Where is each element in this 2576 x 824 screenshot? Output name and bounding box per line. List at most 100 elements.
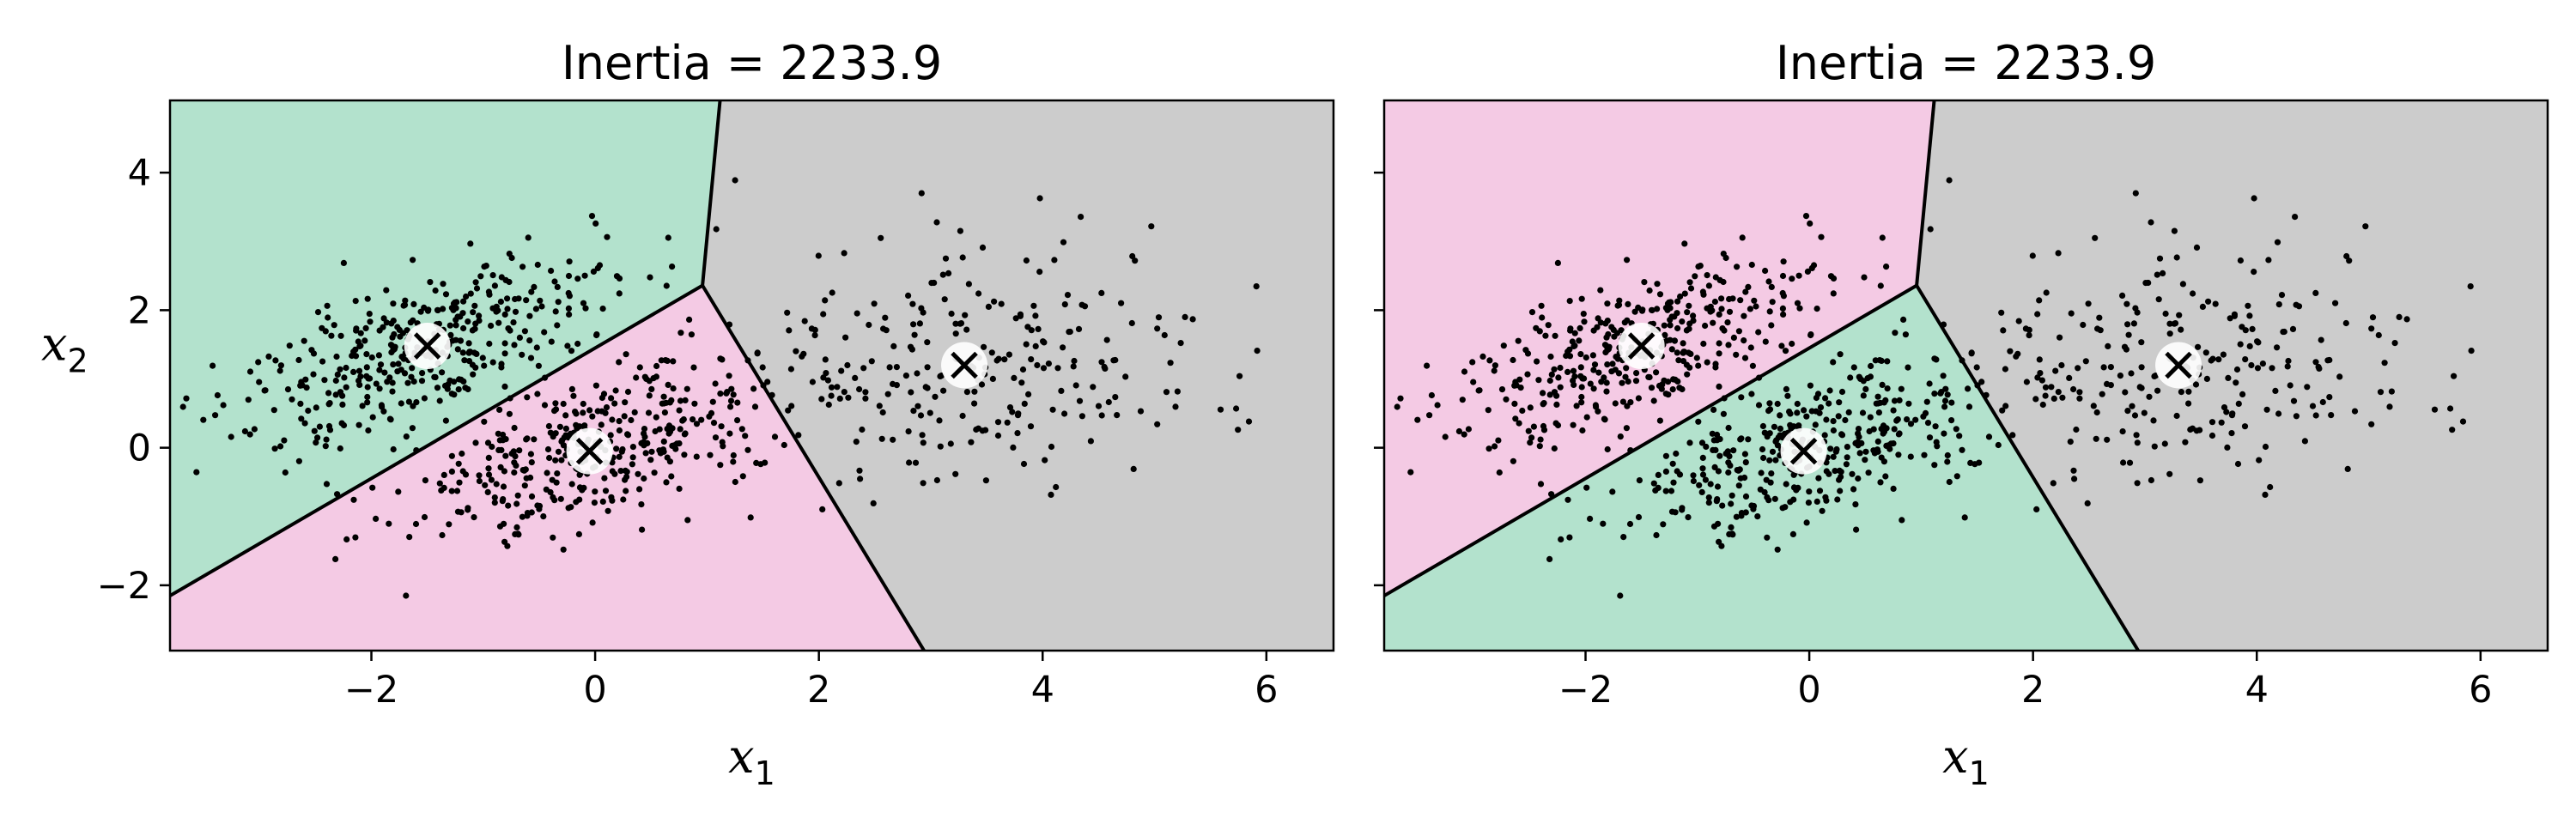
data-point [528,493,536,500]
data-point [2369,314,2377,321]
data-point [890,342,897,349]
data-point [1495,437,1502,444]
data-point [1434,402,1441,409]
data-point [376,327,383,334]
data-point [1747,344,1754,351]
data-point [1779,305,1786,312]
data-point [1714,483,1722,490]
decision-boundary [1384,283,1918,597]
x-tick-label: −2 [344,669,398,712]
data-point [1816,409,1823,416]
data-point [1619,398,1626,405]
data-point [2129,403,2136,409]
data-point [512,295,519,303]
data-point [339,401,346,408]
data-point [1836,467,1843,475]
data-point [982,477,989,484]
data-point [1577,351,1584,358]
data-point [1884,358,1891,365]
data-point [365,427,372,434]
data-point [1625,300,1631,307]
data-point [2262,443,2269,451]
data-point [391,346,398,353]
data-point [1830,427,1837,434]
data-point [2292,214,2299,221]
data-point [228,433,234,440]
data-point [1030,302,1037,309]
data-point [2148,219,2154,226]
data-point [1758,470,1765,476]
data-point [2166,320,2173,327]
data-point [1796,305,1803,312]
data-point [1112,356,1119,364]
data-point [1516,420,1522,427]
data-point [1904,416,1911,423]
data-point [557,495,564,502]
data-point [2195,343,2202,350]
data-point [568,348,575,354]
data-point [566,258,573,265]
data-point [183,395,190,402]
data-point [1751,297,1758,304]
data-point [2212,300,2219,307]
data-point [1838,388,1846,396]
data-point [1733,351,1740,358]
data-point [453,305,459,312]
data-point [609,459,616,466]
data-point [501,340,508,347]
data-point [638,439,645,447]
data-point [820,374,827,381]
data-point [629,461,636,468]
centroid-cross [575,437,604,465]
data-point [1705,500,1712,506]
data-point [552,406,560,413]
data-point [1787,410,1794,417]
data-point [1884,385,1891,392]
data-point [641,426,648,433]
data-point [642,450,649,457]
data-point [314,434,321,441]
data-point [355,377,362,385]
data-point [2055,389,2062,396]
data-point [971,388,978,395]
data-point [1564,496,1571,503]
data-point [1728,500,1735,507]
data-point [914,370,920,377]
data-point [1978,379,1985,385]
data-point [513,462,519,470]
data-point [2278,292,2286,299]
data-point [1551,389,1558,396]
data-point [1707,303,1714,310]
data-point [495,319,502,326]
data-point [1662,468,1669,476]
data-point [2220,351,2227,358]
data-point [906,459,913,466]
data-point [842,334,849,341]
data-point [355,421,362,428]
data-point [1469,359,1476,366]
data-point [333,353,340,360]
data-point [2304,384,2311,391]
data-point [1835,413,1842,420]
data-point [854,310,860,317]
x-tick-label: 4 [2245,669,2269,712]
data-point [1695,362,1702,369]
data-point [691,400,698,407]
data-point [1965,403,1973,410]
data-point [527,451,535,457]
data-point [677,397,684,404]
data-point [1681,240,1688,247]
data-point [2203,375,2210,382]
data-point [1890,485,1897,493]
data-point [1014,430,1021,437]
data-point [2166,330,2173,337]
data-point [2205,298,2212,305]
data-point [398,400,404,407]
data-point [277,443,284,450]
data-point [1896,430,1903,437]
data-point [2076,395,2083,402]
data-point [1695,418,1702,425]
data-point [1944,458,1951,465]
data-point [501,383,508,390]
data-point [1546,555,1553,563]
